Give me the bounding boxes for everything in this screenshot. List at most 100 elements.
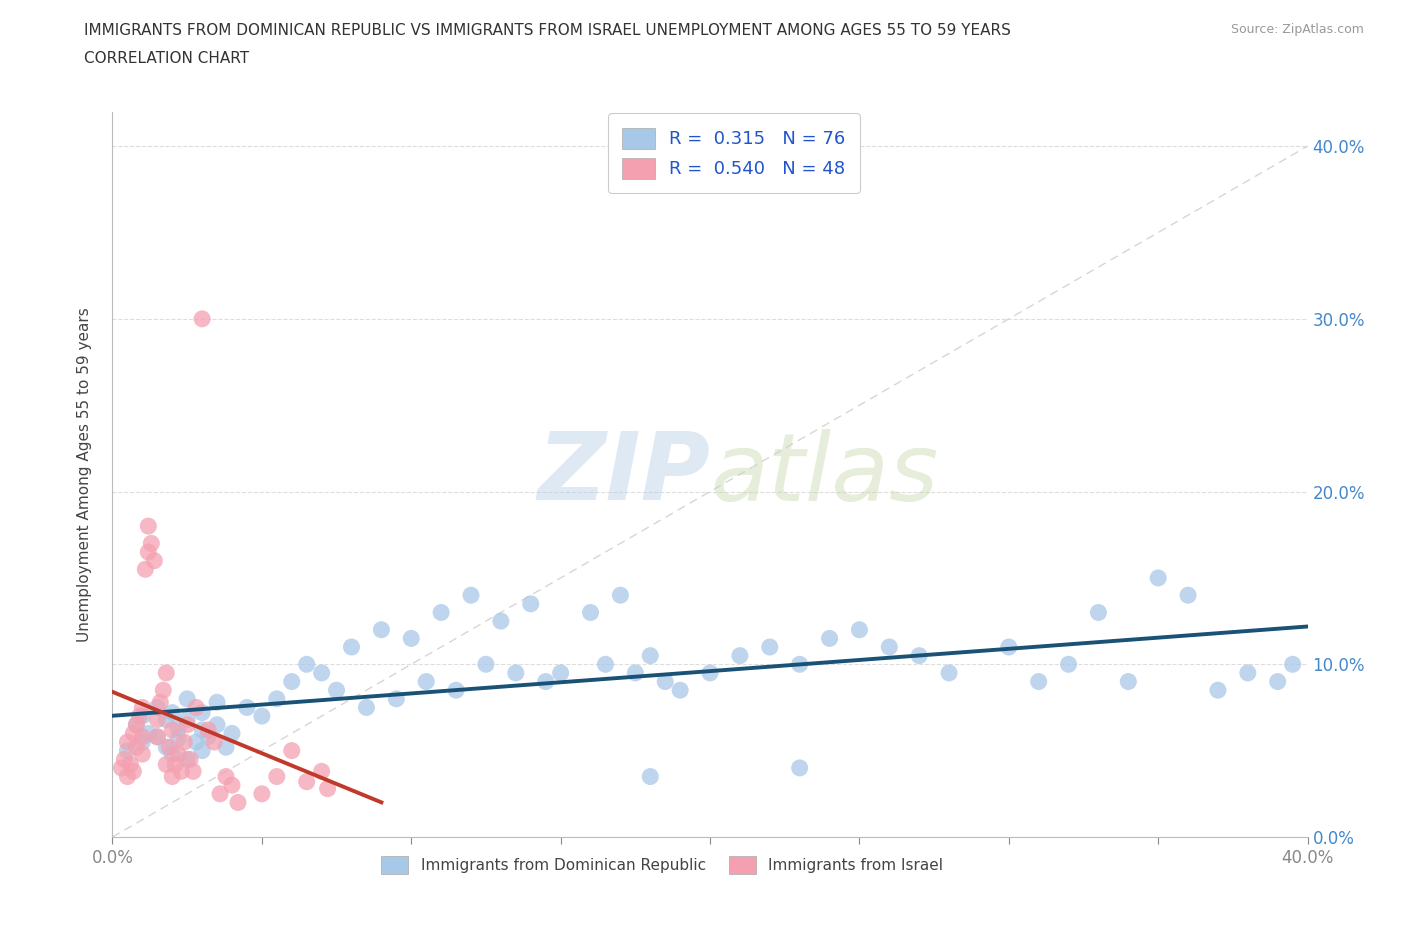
Point xyxy=(117,735,139,750)
Point xyxy=(131,735,153,750)
Point xyxy=(250,787,273,802)
Point xyxy=(131,747,153,762)
Point xyxy=(1177,588,1199,603)
Point xyxy=(125,717,148,732)
Point xyxy=(316,781,339,796)
Point xyxy=(197,729,219,744)
Point xyxy=(173,735,195,750)
Point xyxy=(759,640,782,655)
Point xyxy=(444,683,467,698)
Point xyxy=(1087,605,1109,620)
Point xyxy=(520,596,543,611)
Point xyxy=(311,666,333,681)
Point xyxy=(186,700,208,715)
Point xyxy=(205,695,228,710)
Point xyxy=(138,726,160,741)
Point xyxy=(938,666,960,681)
Point xyxy=(205,717,228,732)
Point xyxy=(197,723,219,737)
Point xyxy=(595,657,617,671)
Point xyxy=(998,640,1021,655)
Point xyxy=(818,631,841,645)
Point xyxy=(728,648,751,663)
Point xyxy=(654,674,676,689)
Point xyxy=(131,700,153,715)
Point xyxy=(202,735,225,750)
Point xyxy=(162,747,183,762)
Point xyxy=(1118,674,1140,689)
Point xyxy=(125,717,148,732)
Point xyxy=(221,726,243,741)
Point xyxy=(1267,674,1289,689)
Point xyxy=(295,657,318,671)
Point xyxy=(848,622,870,637)
Point xyxy=(191,312,214,326)
Point xyxy=(170,764,193,778)
Point xyxy=(789,761,811,776)
Point xyxy=(579,605,602,620)
Point xyxy=(430,605,453,620)
Point xyxy=(1237,666,1260,681)
Point xyxy=(134,562,156,577)
Point xyxy=(281,743,304,758)
Point xyxy=(191,743,214,758)
Point xyxy=(117,769,139,784)
Point xyxy=(215,769,238,784)
Point xyxy=(176,691,198,706)
Point xyxy=(179,751,201,766)
Point xyxy=(1147,570,1170,585)
Point xyxy=(162,769,183,784)
Point xyxy=(266,769,288,784)
Point xyxy=(1281,657,1303,671)
Point xyxy=(401,631,423,645)
Point xyxy=(122,764,145,778)
Point xyxy=(181,764,204,778)
Point xyxy=(176,751,198,766)
Point xyxy=(155,666,177,681)
Point xyxy=(534,674,557,689)
Point xyxy=(176,717,198,732)
Point xyxy=(226,795,249,810)
Point xyxy=(117,743,139,758)
Point xyxy=(266,691,288,706)
Point xyxy=(415,674,437,689)
Point xyxy=(295,775,318,790)
Point xyxy=(141,536,163,551)
Point xyxy=(155,757,177,772)
Point xyxy=(489,614,512,629)
Text: ZIP: ZIP xyxy=(537,429,710,520)
Text: CORRELATION CHART: CORRELATION CHART xyxy=(84,51,249,66)
Point xyxy=(191,705,214,720)
Point xyxy=(165,757,187,772)
Point xyxy=(146,729,169,744)
Point xyxy=(215,739,238,754)
Point xyxy=(609,588,631,603)
Point xyxy=(131,729,153,744)
Text: atlas: atlas xyxy=(710,429,938,520)
Y-axis label: Unemployment Among Ages 55 to 59 years: Unemployment Among Ages 55 to 59 years xyxy=(77,307,91,642)
Point xyxy=(114,751,135,766)
Point xyxy=(191,723,214,737)
Point xyxy=(908,648,931,663)
Point xyxy=(146,700,169,715)
Point xyxy=(250,709,273,724)
Point xyxy=(125,739,148,754)
Point xyxy=(138,519,160,534)
Point xyxy=(162,723,183,737)
Point xyxy=(1206,683,1229,698)
Point xyxy=(550,666,572,681)
Point xyxy=(128,709,150,724)
Point xyxy=(640,769,662,784)
Point xyxy=(110,761,132,776)
Point xyxy=(155,712,177,727)
Point xyxy=(699,666,721,681)
Point xyxy=(167,747,190,762)
Point xyxy=(236,700,259,715)
Point xyxy=(281,674,304,689)
Point xyxy=(138,545,160,560)
Point xyxy=(311,764,333,778)
Point xyxy=(176,712,198,727)
Point xyxy=(152,683,174,698)
Point xyxy=(146,712,169,727)
Point xyxy=(356,700,378,715)
